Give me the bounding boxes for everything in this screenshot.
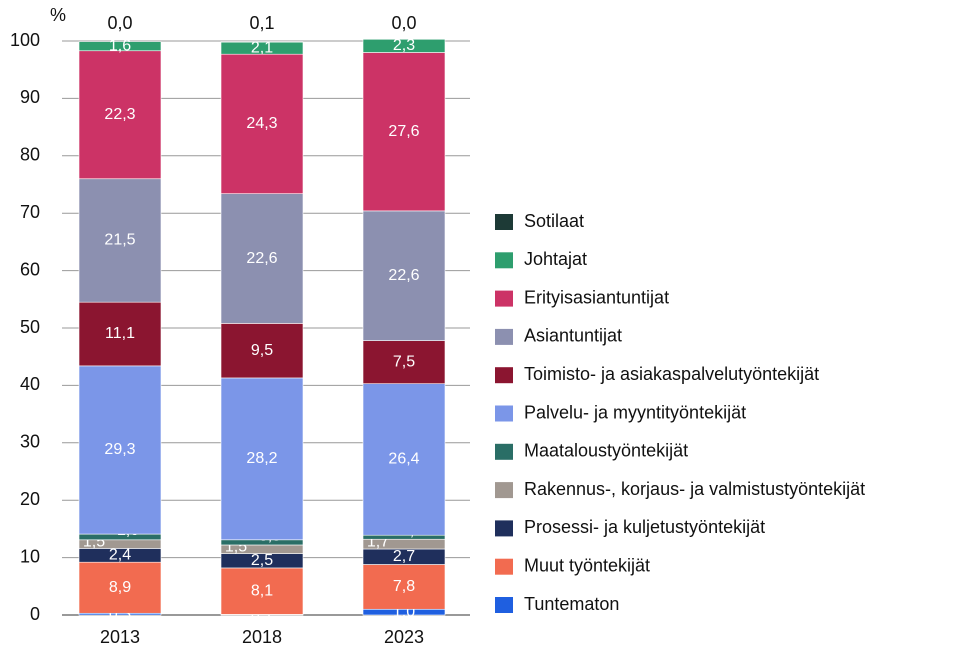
data-label: 0,1 (249, 13, 274, 33)
bar-segment (362, 340, 446, 384)
y-tick-label: 40 (20, 374, 40, 394)
bar-segment (78, 365, 162, 535)
x-tick-label: 2023 (384, 627, 424, 647)
bar-segment (362, 383, 446, 536)
legend-swatch (495, 214, 513, 230)
legend-label: Asiantuntijat (524, 326, 622, 346)
bar-segment (220, 193, 304, 324)
legend-swatch (495, 443, 513, 460)
legend-label: Muut työntekijät (524, 555, 650, 575)
data-label: 27,6 (388, 123, 419, 140)
bar-segment (362, 52, 446, 212)
legend-swatch (495, 520, 513, 537)
bar-segment (78, 41, 162, 52)
data-label: 8,9 (109, 579, 131, 596)
legend-label: Toimisto- ja asiakaspalvelutyöntekijät (524, 364, 819, 384)
bar-segment (220, 323, 304, 379)
y-tick-label: 90 (20, 87, 40, 107)
y-tick-label: 50 (20, 317, 40, 337)
data-label: 8,1 (251, 582, 273, 599)
bar-segment (220, 567, 304, 615)
y-tick-label: 60 (20, 259, 40, 279)
data-label: 7,8 (393, 578, 415, 595)
legend-label: Palvelu- ja myyntityöntekijät (524, 402, 746, 422)
x-tick-label: 2013 (100, 627, 140, 647)
data-label: 2,5 (251, 552, 273, 569)
x-tick-label: 2018 (242, 627, 282, 647)
data-label: 22,6 (246, 250, 277, 267)
bar-segment (220, 53, 304, 194)
legend-swatch (495, 597, 513, 613)
legend-label: Rakennus-, korjaus- ja valmistustyönteki… (524, 479, 865, 499)
data-label: 26,4 (388, 451, 419, 468)
bar-segment (362, 210, 446, 341)
y-tick-label: 30 (20, 432, 40, 452)
y-tick-label: 20 (20, 489, 40, 509)
legend-label: Johtajat (524, 249, 587, 269)
y-tick-label: 10 (20, 546, 40, 566)
y-tick-label: 100 (10, 30, 40, 50)
data-label: 0,0 (391, 13, 416, 33)
legend-swatch (495, 558, 513, 575)
data-label: 2,1 (251, 39, 273, 56)
data-label: 24,3 (246, 115, 277, 132)
data-label: 9,5 (251, 342, 273, 359)
y-tick-label: 0 (30, 604, 40, 624)
data-label: 2,3 (393, 37, 415, 54)
legend-swatch (495, 328, 513, 345)
legend-swatch (495, 367, 513, 384)
legend-swatch (495, 482, 513, 499)
data-label: 28,2 (246, 450, 277, 467)
bar-segment (78, 50, 162, 180)
data-label: 21,5 (104, 232, 135, 249)
legend-swatch (495, 405, 513, 422)
data-label: 0,0 (107, 13, 132, 33)
data-label: 7,5 (393, 353, 415, 370)
data-label: 2,4 (109, 547, 131, 564)
bar-segment (220, 41, 304, 43)
legend-label: Sotilaat (524, 211, 584, 231)
y-tick-label: 70 (20, 202, 40, 222)
bar-segment (220, 377, 304, 541)
legend-swatch (495, 252, 513, 269)
bar-segment (362, 564, 446, 610)
data-label: 22,6 (388, 267, 419, 284)
data-label: 11,1 (105, 325, 135, 342)
data-label: 22,3 (104, 106, 135, 123)
data-label: 2,7 (393, 548, 415, 565)
legend-label: Prosessi- ja kuljetustyöntekijät (524, 517, 765, 537)
bar-segment (362, 38, 446, 53)
bar-segment (78, 301, 162, 367)
data-label: 1,6 (109, 37, 131, 54)
y-tick-label: 80 (20, 145, 40, 165)
bar-segment (78, 561, 162, 614)
legend-label: Maataloustyöntekijät (524, 441, 688, 461)
y-unit-label: % (50, 5, 66, 25)
legend-swatch (495, 290, 513, 307)
data-label: 29,3 (104, 441, 135, 458)
legend-label: Erityisasiantuntijat (524, 287, 669, 307)
legend-label: Tuntematon (524, 594, 619, 614)
bar-segment (78, 178, 162, 303)
